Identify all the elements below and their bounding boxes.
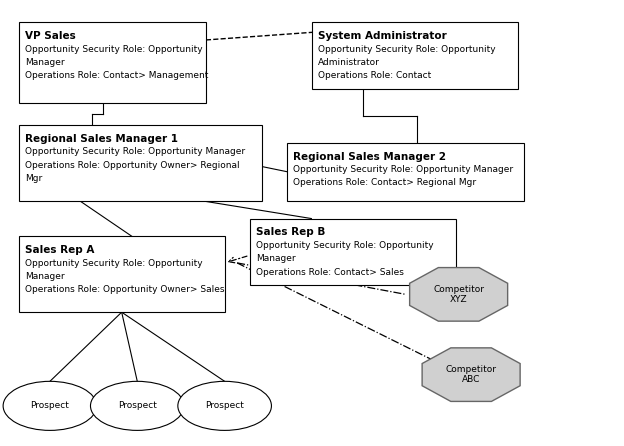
Text: Operations Role: Contact> Regional Mgr: Operations Role: Contact> Regional Mgr (293, 178, 476, 187)
Text: System Administrator: System Administrator (318, 31, 447, 41)
Ellipse shape (90, 381, 184, 430)
Text: Manager: Manager (256, 254, 296, 263)
FancyBboxPatch shape (312, 22, 518, 89)
Polygon shape (409, 268, 508, 321)
Text: Opportunity Security Role: Opportunity: Opportunity Security Role: Opportunity (25, 45, 203, 54)
Text: Mgr: Mgr (25, 174, 42, 183)
Text: Opportunity Security Role: Opportunity Manager: Opportunity Security Role: Opportunity M… (25, 147, 245, 156)
Text: Prospect: Prospect (205, 401, 244, 410)
Polygon shape (422, 348, 520, 401)
Text: Operations Role: Contact> Sales: Operations Role: Contact> Sales (256, 268, 404, 277)
FancyBboxPatch shape (19, 236, 225, 312)
Text: Operations Role: Contact> Management: Operations Role: Contact> Management (25, 71, 208, 80)
Text: Regional Sales Manager 1: Regional Sales Manager 1 (25, 134, 178, 144)
Text: Sales Rep A: Sales Rep A (25, 245, 94, 255)
Text: Operations Role: Contact: Operations Role: Contact (318, 71, 431, 80)
Text: Prospect: Prospect (118, 401, 157, 410)
Text: Manager: Manager (25, 272, 65, 281)
FancyBboxPatch shape (19, 125, 262, 201)
Text: Opportunity Security Role: Opportunity Manager: Opportunity Security Role: Opportunity M… (293, 165, 514, 174)
FancyBboxPatch shape (287, 143, 524, 201)
Text: Administrator: Administrator (318, 58, 380, 67)
Text: Prospect: Prospect (31, 401, 69, 410)
FancyBboxPatch shape (19, 22, 206, 103)
Text: Opportunity Security Role: Opportunity: Opportunity Security Role: Opportunity (25, 259, 203, 268)
FancyBboxPatch shape (250, 219, 456, 285)
Text: Opportunity Security Role: Opportunity: Opportunity Security Role: Opportunity (318, 45, 496, 54)
Text: VP Sales: VP Sales (25, 31, 76, 41)
Text: Competitor
XYZ: Competitor XYZ (433, 285, 484, 304)
Text: Manager: Manager (25, 58, 65, 67)
Text: Regional Sales Manager 2: Regional Sales Manager 2 (293, 152, 446, 161)
Text: Opportunity Security Role: Opportunity: Opportunity Security Role: Opportunity (256, 241, 434, 250)
Text: Competitor
ABC: Competitor ABC (446, 365, 497, 384)
Ellipse shape (3, 381, 97, 430)
Ellipse shape (178, 381, 271, 430)
Text: Sales Rep B: Sales Rep B (256, 227, 325, 237)
Text: Operations Role: Opportunity Owner> Sales: Operations Role: Opportunity Owner> Sale… (25, 285, 225, 294)
Text: Operations Role: Opportunity Owner> Regional: Operations Role: Opportunity Owner> Regi… (25, 161, 240, 169)
